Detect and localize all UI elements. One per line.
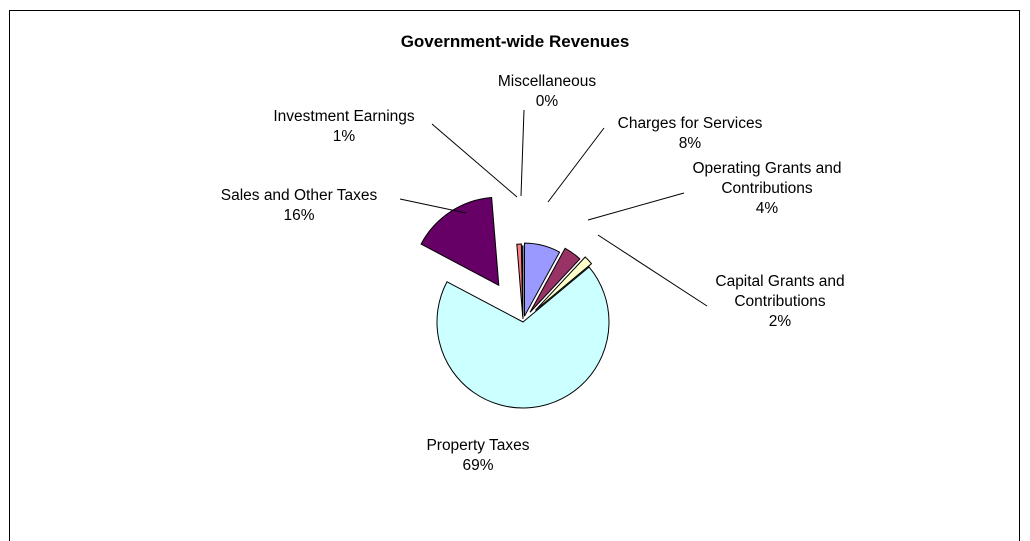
leader-line	[520, 109, 525, 197]
leader-line	[399, 198, 467, 214]
pie-slice-investment-earnings	[516, 243, 524, 318]
chart-frame	[9, 10, 1020, 541]
leader-line	[587, 192, 685, 221]
data-label: Operating Grants and Contributions 4%	[692, 160, 841, 217]
chart-title: Government-wide Revenues	[401, 32, 630, 51]
data-label: Charges for Services 8%	[618, 115, 763, 152]
leader-line	[597, 234, 708, 307]
pie-slice-capital-grants-and-contributions	[534, 256, 593, 311]
data-label: Property Taxes 69%	[426, 437, 529, 474]
data-label: Investment Earnings 1%	[273, 108, 415, 145]
pie-slice-charges-for-services	[523, 242, 561, 317]
pie-slice-property-taxes	[436, 266, 610, 409]
pie-slice-operating-grants-and-contributions	[529, 247, 581, 313]
pie-slice-miscellaneous	[521, 245, 524, 320]
data-label: Capital Grants and Contributions 2%	[715, 273, 844, 330]
pie-slice-sales-and-other-taxes	[420, 197, 500, 287]
data-label: Miscellaneous 0%	[498, 73, 596, 110]
leader-line	[547, 127, 605, 203]
leader-line	[431, 123, 518, 198]
data-label: Sales and Other Taxes 16%	[221, 187, 378, 224]
